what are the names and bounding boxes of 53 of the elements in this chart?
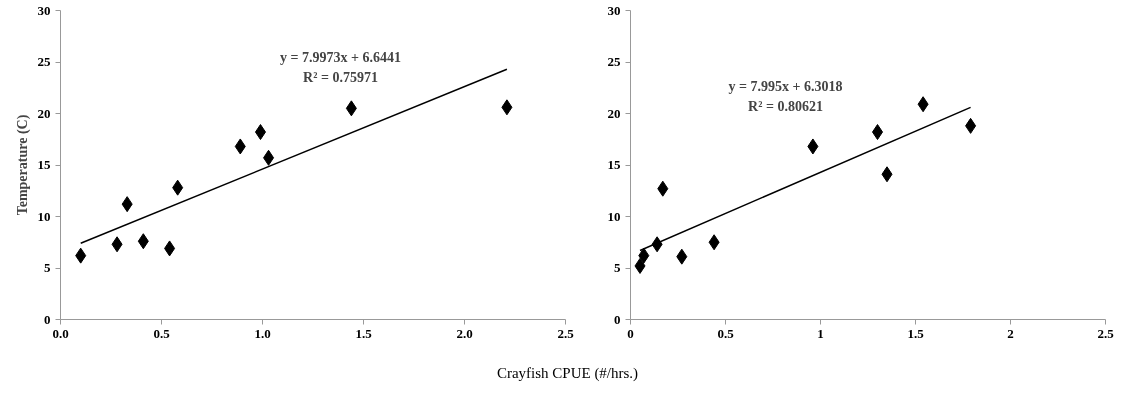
x-tick-label: 2.5 [1097,325,1115,341]
y-tick-label: 5 [614,260,621,275]
point [638,247,650,264]
x-tick-label: 2 [1007,325,1014,341]
y-tick-label: 0 [44,311,51,327]
x-axis-title: Crayfish CPUE (#/hrs.) [496,364,639,383]
point [501,99,513,116]
x-tick-label: 0.5 [153,325,171,341]
annotation: y = 7.9973x + 6.6441 [280,50,401,65]
y-tick-label: 5 [44,260,51,275]
point [965,117,977,134]
y-tick-label: 15 [607,157,621,172]
y-tick-label: 30 [37,2,51,18]
point [137,233,149,250]
x-tick-label: 1 [817,325,824,341]
y-tick-label: 15 [37,157,51,172]
point [657,180,669,197]
point [345,100,357,117]
point [676,248,688,265]
point [651,236,663,253]
x-tick-label: 2.0 [456,325,473,341]
point [263,149,275,166]
x-tick-label: 0.0 [52,325,69,341]
y-axis-title: Temperature (C) [14,114,31,216]
point [708,234,720,251]
x-tick-label: 2.5 [557,325,575,341]
y-tick-label: 10 [37,208,51,224]
x-tick-label: 1.0 [254,325,271,341]
annotation: y = 7.995x + 6.3018 [728,79,843,94]
y-tick-label: 20 [37,105,51,121]
point [807,138,819,155]
point [254,124,266,141]
y-tick-label: 25 [37,54,51,69]
x-tick-label: 1.5 [907,325,925,341]
y-tick-label: 10 [607,208,621,224]
point [917,96,929,113]
point [121,196,133,213]
annotation: R² = 0.80621 [748,99,823,114]
point [75,247,87,264]
y-tick-label: 20 [607,105,621,121]
annotation: R² = 0.75971 [303,70,378,85]
point [111,236,123,253]
y-tick-label: 0 [614,311,621,327]
point [881,166,893,183]
point [634,257,646,274]
y-tick-label: 30 [607,2,621,18]
x-tick-label: 1.5 [355,325,373,341]
point [172,179,184,196]
y-tick-label: 25 [607,54,621,69]
point [234,138,246,155]
x-tick-label: 0.5 [717,325,735,341]
x-tick-label: 0 [627,325,634,341]
point [164,240,176,257]
